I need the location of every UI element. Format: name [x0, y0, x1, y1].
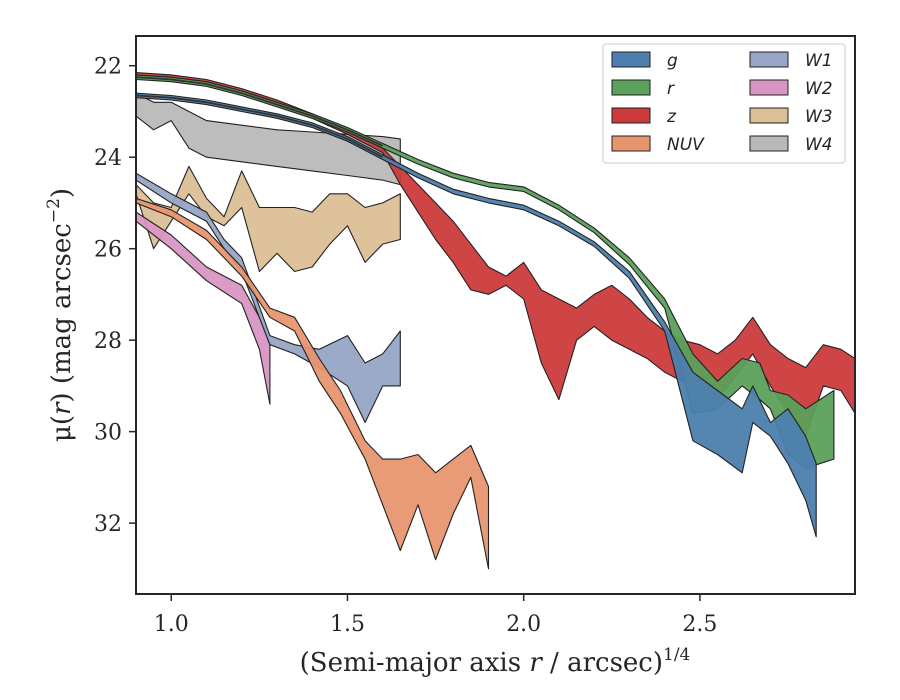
- legend-label-g: g: [667, 51, 678, 71]
- legend-label-z: z: [666, 107, 677, 127]
- legend-swatch-w1: [749, 51, 789, 68]
- legend-swatch-w3: [749, 107, 789, 124]
- y-axis: 22 24 26 28 30 32: [94, 55, 136, 537]
- median-curves-layer: [136, 76, 384, 158]
- band-w3: [136, 165, 401, 273]
- legend-label-w3: W3: [805, 107, 833, 127]
- band-r: [136, 74, 835, 469]
- legend-swatch-w2: [749, 79, 789, 96]
- x-axis-label: (Semi-major axis r / arcsec)1/4: [300, 645, 691, 678]
- median-line-g: [136, 94, 384, 158]
- legend-swatch-r: [611, 79, 651, 96]
- legend-label-nuv: NUV: [667, 135, 705, 155]
- legend-swatch-z: [611, 107, 651, 124]
- y-tick-label: 26: [94, 238, 122, 263]
- bands-layer: [136, 72, 855, 570]
- legend-swatch-nuv: [611, 135, 651, 152]
- legend-label-r: r: [667, 79, 675, 99]
- legend-swatch-w4: [749, 135, 789, 152]
- band-w2: [136, 211, 271, 405]
- band-nuv: [136, 197, 490, 570]
- x-axis-label-var: r: [529, 648, 543, 678]
- x-axis: 1.0 1.5 2.0 2.5: [154, 594, 717, 637]
- x-tick-label: 1.5: [330, 612, 365, 637]
- legend-frame: [602, 43, 846, 164]
- legend-swatch-g: [611, 51, 651, 68]
- y-tick-label: 32: [94, 512, 122, 537]
- y-tick-label: 30: [94, 421, 122, 446]
- legend-label-w2: W2: [805, 79, 833, 99]
- x-tick-label: 2.5: [682, 612, 717, 637]
- band-g: [136, 92, 817, 538]
- median-line-r: [136, 76, 384, 147]
- y-tick-label: 28: [94, 329, 122, 354]
- x-tick-label: 2.0: [506, 612, 541, 637]
- legend-label-w4: W4: [805, 135, 833, 155]
- y-axis-label: μ(r) (mag arcsec−2): [44, 188, 77, 442]
- y-axis-label-sup: −2: [44, 198, 64, 223]
- legend: grz NUV W1 W2 W3 W4: [602, 43, 846, 164]
- x-axis-label-sup: 1/4: [663, 645, 690, 665]
- legend-label-w1: W1: [805, 51, 833, 71]
- plot-frame: [135, 35, 856, 595]
- y-tick-label: 24: [94, 146, 122, 171]
- x-tick-label: 1.0: [154, 612, 189, 637]
- y-axis-label-var: r: [47, 401, 77, 415]
- y-tick-label: 22: [94, 55, 122, 80]
